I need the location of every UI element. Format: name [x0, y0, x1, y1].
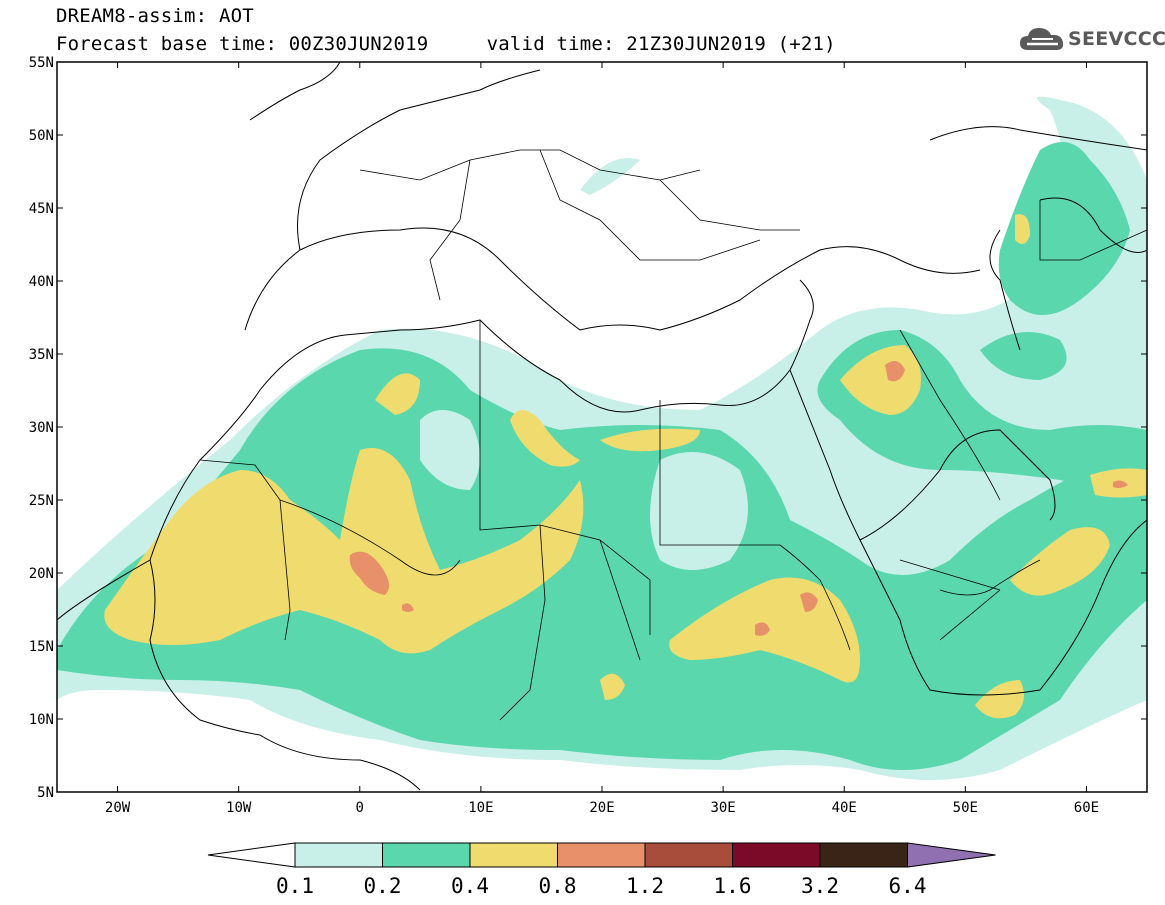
colorbar-label: 3.2: [801, 874, 839, 898]
seevccc-logo: SEEVCCC: [1018, 24, 1165, 58]
lat-tick-label: 30N: [29, 420, 54, 436]
colorbar-box: [644, 842, 733, 868]
axis-ticks: 20W 10W 0 10E 20E 30E 40E 50E 60E 55N 50N 45N 40N 35N…: [29, 55, 1147, 816]
colorbar-arrow-left: [207, 842, 296, 868]
cloud-icon: [1020, 28, 1064, 50]
lon-tick-label: 20W: [105, 800, 131, 816]
colorbar-label: 0.8: [539, 874, 577, 898]
colorbar-box: [732, 842, 821, 868]
lon-tick-label: 50E: [953, 800, 978, 816]
lat-tick-label: 25N: [29, 493, 54, 509]
lat-tick-label: 5N: [37, 785, 54, 801]
lon-tick-label: 0: [356, 800, 364, 816]
colorbar-label: 6.4: [889, 874, 927, 898]
colorbar-box: [819, 842, 908, 868]
aot-level-0.8: [349, 361, 1128, 636]
lat-tick-label: 20N: [29, 566, 54, 582]
lat-tick-label: 10N: [29, 712, 54, 728]
colorbar-arrow-right: [907, 842, 996, 868]
lat-tick-label: 15N: [29, 639, 54, 655]
colorbar-boxes: [207, 842, 996, 868]
aot-shading: [57, 96, 1147, 780]
colorbar-box: [557, 842, 646, 868]
colorbar-label: 0.1: [276, 874, 314, 898]
lon-tick-label: 60E: [1074, 800, 1099, 816]
lat-tick-label: 50N: [29, 128, 54, 144]
colorbar-box: [469, 842, 558, 868]
borders: [199, 149, 1147, 721]
logo-text: SEEVCCC: [1068, 28, 1165, 50]
lat-tick-label: 45N: [29, 201, 54, 217]
colorbar-label: 0.2: [364, 874, 402, 898]
lat-tick-label: 55N: [29, 55, 54, 71]
lon-tick-label: 20E: [589, 800, 614, 816]
lon-tick-label: 40E: [832, 800, 857, 816]
lat-tick-label: 40N: [29, 274, 54, 290]
aot-level-0.1-inner: [420, 410, 748, 570]
colorbar-labels: 0.1 0.2 0.4 0.8 1.2 1.6 3.2 6.4: [276, 874, 926, 898]
colorbar-box: [382, 842, 471, 868]
colorbar-label: 1.2: [626, 874, 664, 898]
lon-tick-label: 10E: [468, 800, 493, 816]
colorbar-label: 0.4: [451, 874, 489, 898]
chart-title: DREAM8-assim: AOT: [56, 5, 254, 27]
colorbar-box: [294, 842, 383, 868]
colorbar-label: 1.6: [714, 874, 752, 898]
coastlines: [57, 62, 1147, 791]
lat-tick-label: 35N: [29, 347, 54, 363]
lon-tick-label: 10W: [226, 800, 252, 816]
forecast-time-line: Forecast base time: 00Z30JUN2019 valid t…: [56, 33, 836, 55]
lon-tick-label: 30E: [710, 800, 735, 816]
